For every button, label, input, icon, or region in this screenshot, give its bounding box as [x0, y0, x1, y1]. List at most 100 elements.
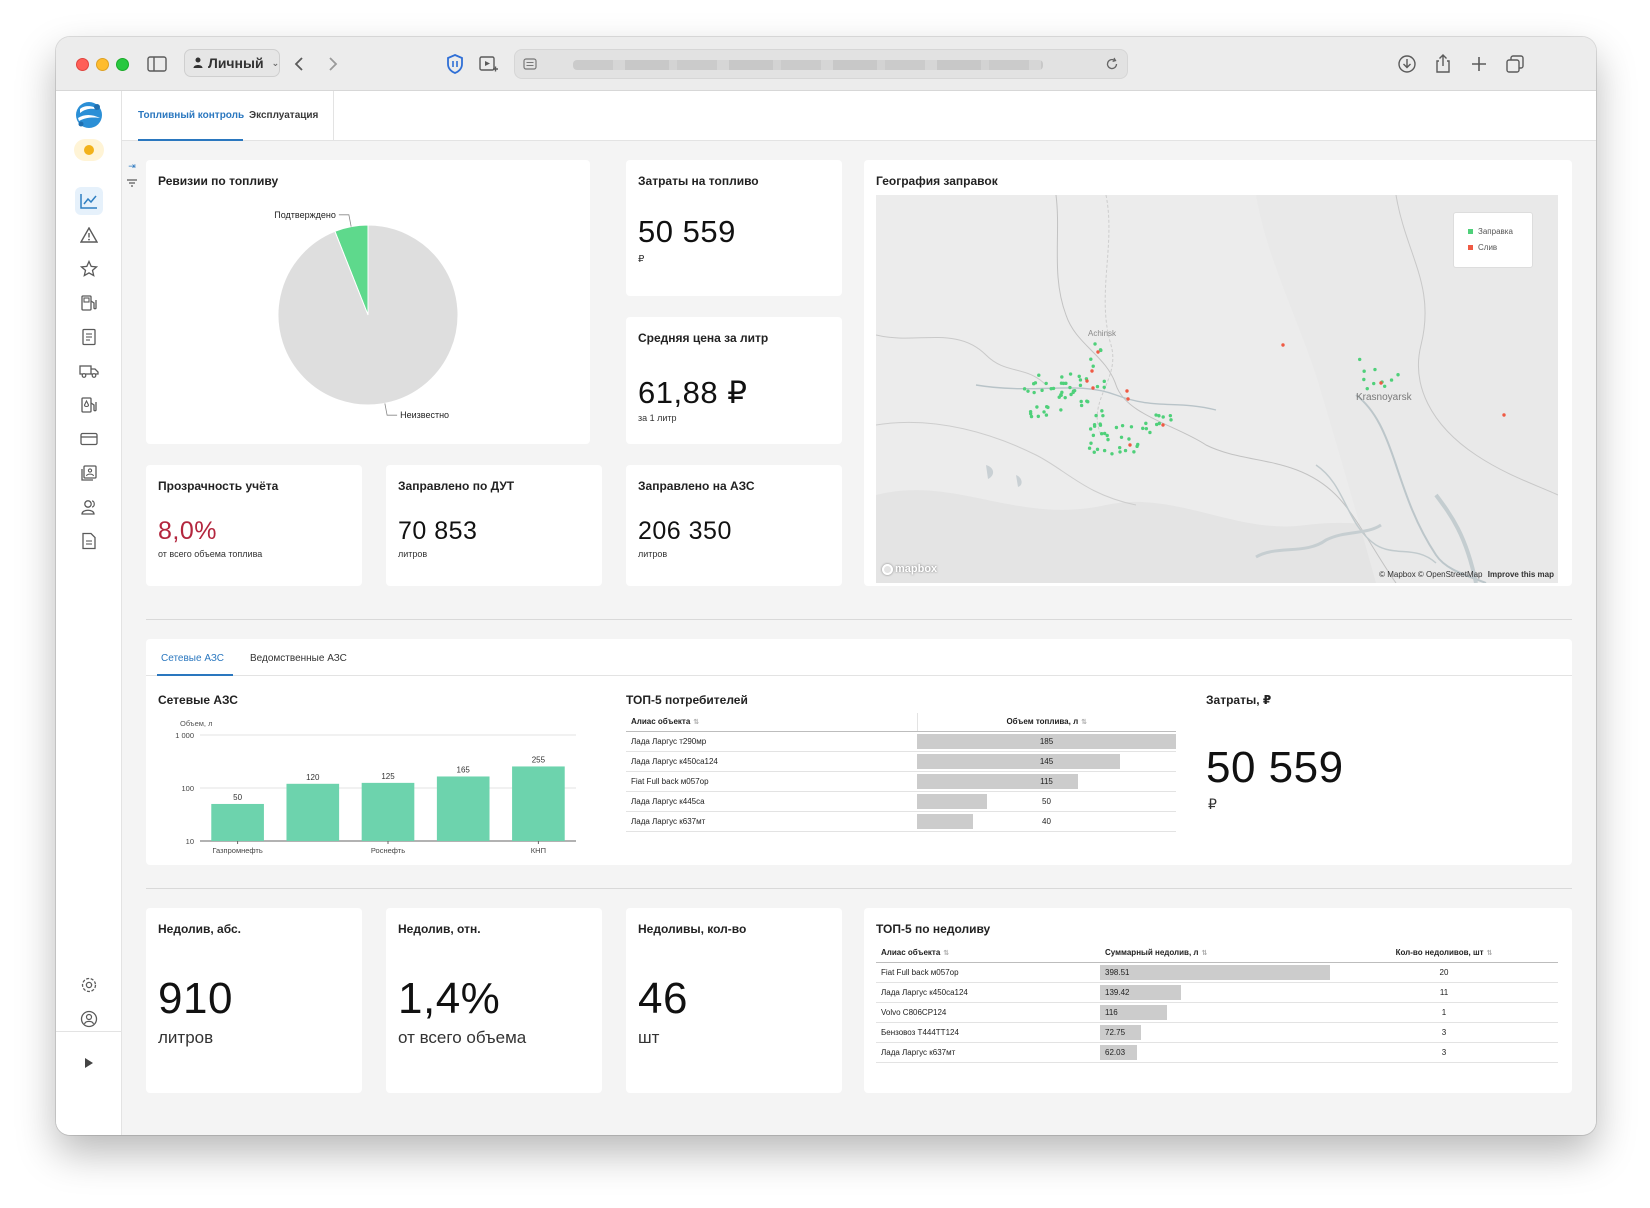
map-marker-refuel[interactable] [1362, 377, 1366, 382]
map-marker-refuel[interactable] [1095, 384, 1100, 389]
map-marker-refuel[interactable] [1091, 433, 1096, 438]
map-marker-refuel[interactable] [1095, 447, 1100, 452]
map-marker-refuel[interactable] [1094, 413, 1098, 418]
map-marker-refuel[interactable] [1154, 422, 1159, 427]
map-marker-refuel[interactable] [1157, 421, 1161, 426]
map-marker-refuel[interactable] [1063, 395, 1067, 400]
map-marker-refuel[interactable] [1045, 405, 1049, 409]
map-marker-refuel[interactable] [1089, 441, 1093, 445]
top5-row[interactable]: Fiat Full back м057ор 115 [626, 771, 1176, 792]
underfill-col-sum[interactable]: Суммарный недолив, л ⇅ [1100, 944, 1330, 963]
map-marker-refuel[interactable] [1127, 437, 1131, 441]
underfill-row[interactable]: Бензовоз Т444ТТ124 72.75 3 [876, 1022, 1558, 1043]
map-marker-drain[interactable] [1091, 386, 1095, 390]
map-marker-refuel[interactable] [1035, 405, 1039, 409]
map-marker-refuel[interactable] [1169, 418, 1173, 422]
download-icon[interactable] [1394, 51, 1420, 77]
map-marker-refuel[interactable] [1029, 414, 1034, 419]
map-marker-drain[interactable] [1126, 397, 1130, 401]
bar[interactable] [211, 803, 264, 841]
top5-row[interactable]: Лада Ларгус к445са 50 [626, 791, 1176, 812]
bar[interactable] [436, 776, 490, 841]
map-marker-refuel[interactable] [1373, 367, 1377, 372]
map-marker-refuel[interactable] [1100, 409, 1104, 413]
map-marker-refuel[interactable] [1396, 373, 1400, 377]
tab-overview-icon[interactable] [1502, 51, 1528, 77]
map-marker-refuel[interactable] [1357, 357, 1362, 362]
map-marker-refuel[interactable] [1141, 426, 1145, 431]
map-marker-refuel[interactable] [1168, 413, 1173, 418]
map-marker-refuel[interactable] [1362, 369, 1366, 373]
map-marker-refuel[interactable] [1099, 432, 1104, 436]
map-marker-refuel[interactable] [1061, 381, 1066, 386]
map-marker-refuel[interactable] [1161, 415, 1165, 419]
address-bar[interactable] [514, 49, 1128, 79]
map-marker-refuel[interactable] [1154, 413, 1158, 417]
top5-col-name[interactable]: Алиас объекта ⇅ [626, 713, 917, 732]
underfill-col-name[interactable]: Алиас объекта ⇅ [876, 944, 1100, 963]
report-icon[interactable] [75, 323, 103, 351]
map-marker-refuel[interactable] [1026, 389, 1030, 393]
map-marker-refuel[interactable] [1144, 421, 1148, 426]
minimize-window-button[interactable] [96, 58, 109, 71]
sidebar-toggle-icon[interactable] [144, 51, 170, 77]
map-marker-refuel[interactable] [1148, 430, 1152, 435]
map-marker-refuel[interactable] [1087, 446, 1092, 450]
map-marker-refuel[interactable] [1120, 423, 1125, 428]
zoom-window-button[interactable] [116, 58, 129, 71]
map-marker-refuel[interactable] [1119, 435, 1124, 439]
map-marker-refuel[interactable] [1079, 403, 1084, 408]
map-marker-refuel[interactable] [1088, 427, 1093, 431]
bar[interactable] [512, 766, 565, 841]
map-marker-refuel[interactable] [1032, 390, 1036, 395]
improve-map-link[interactable]: Improve this map [1487, 570, 1554, 579]
map-marker-refuel[interactable] [1068, 372, 1073, 376]
map-marker-refuel[interactable] [1059, 408, 1063, 412]
map-marker-refuel[interactable] [1102, 448, 1107, 453]
map-marker-refuel[interactable] [1036, 414, 1041, 419]
map-marker-refuel[interactable] [1085, 399, 1089, 403]
status-indicator-icon[interactable] [74, 139, 104, 161]
underfill-row[interactable]: Лада Ларгус к450са124 139.42 11 [876, 982, 1558, 1003]
map-marker-drain[interactable] [1281, 343, 1285, 347]
map-marker-refuel[interactable] [1079, 399, 1083, 404]
map-marker-refuel[interactable] [1049, 387, 1053, 391]
map-marker-refuel[interactable] [1102, 379, 1106, 384]
profile-button[interactable]: Личный ⌄ [184, 49, 280, 77]
map[interactable]: Achinsk Krasnoyarsk Заправка Слив mapbox [876, 195, 1558, 583]
attribution-text[interactable]: © Mapbox © OpenStreetMap [1379, 570, 1483, 579]
map-marker-refuel[interactable] [1092, 450, 1096, 454]
map-marker-refuel[interactable] [1044, 413, 1049, 417]
map-marker-refuel[interactable] [1129, 425, 1134, 429]
map-marker-refuel[interactable] [1037, 373, 1041, 377]
bar[interactable] [286, 783, 340, 841]
map-marker-refuel[interactable] [1099, 348, 1103, 353]
underfill-col-count[interactable]: Кол-во недоливов, шт ⇅ [1330, 944, 1558, 963]
map-marker-refuel[interactable] [1102, 431, 1107, 436]
map-marker-refuel[interactable] [1022, 387, 1027, 391]
star-icon[interactable] [75, 255, 103, 283]
expand-play-icon[interactable] [75, 1049, 103, 1077]
map-marker-refuel[interactable] [1114, 425, 1119, 430]
map-marker-refuel[interactable] [1098, 422, 1102, 426]
gallery-icon[interactable] [75, 459, 103, 487]
new-tab-icon[interactable] [1466, 51, 1492, 77]
collapse-arrow-icon[interactable]: ⇥ [128, 161, 136, 171]
map-marker-refuel[interactable] [1136, 442, 1140, 447]
users-icon[interactable] [75, 493, 103, 521]
map-marker-refuel[interactable] [1382, 384, 1387, 388]
reload-icon[interactable] [1105, 57, 1119, 76]
map-marker-refuel[interactable] [1033, 381, 1038, 385]
card-icon[interactable] [75, 425, 103, 453]
shield-icon[interactable] [442, 51, 468, 77]
fuel-pump-icon[interactable] [75, 289, 103, 317]
map-marker-refuel[interactable] [1060, 375, 1064, 379]
map-marker-refuel[interactable] [1123, 448, 1128, 453]
map-marker-refuel[interactable] [1078, 378, 1083, 382]
map-marker-refuel[interactable] [1157, 414, 1161, 418]
map-marker-refuel[interactable] [1372, 381, 1376, 386]
map-marker-refuel[interactable] [1089, 357, 1093, 361]
tab-operation[interactable]: Эксплуатация [249, 110, 319, 121]
map-marker-refuel[interactable] [1040, 388, 1044, 393]
filter-icon[interactable] [126, 179, 138, 191]
